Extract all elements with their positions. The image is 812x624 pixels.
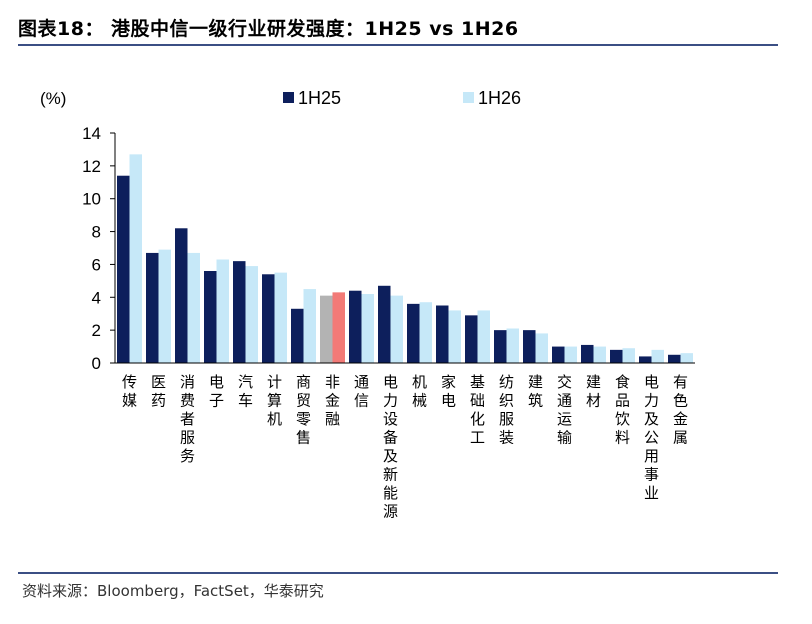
- figure-title: 图表18： 港股中信一级行业研发强度：1H25 vs 1H26: [18, 18, 519, 40]
- bar-1H26-13: [506, 328, 519, 363]
- y-tick-label: 14: [82, 124, 101, 143]
- bar-1H26-9: [390, 295, 403, 363]
- x-tick-label: 电力设备及新能源: [383, 373, 398, 521]
- bar-1H26-19: [680, 353, 693, 363]
- bar-1H26-1: [158, 249, 171, 363]
- x-tick-label: 机械: [412, 373, 427, 410]
- bar-1H26-17: [622, 348, 635, 363]
- bar-1H25-4: [233, 261, 246, 363]
- bar-1H26-2: [187, 252, 200, 363]
- bar-1H25-12: [465, 315, 478, 363]
- bar-1H25-17: [610, 349, 623, 363]
- x-tick-label: 计算机: [267, 373, 282, 428]
- x-axis: 传媒医药消费者服务电子汽车计算机商贸零售非金融通信电力设备及新能源机械家电基础化…: [115, 362, 695, 521]
- y-tick-label: 4: [92, 288, 101, 307]
- bar-1H25-1: [146, 252, 159, 363]
- bar-1H25-18: [639, 356, 652, 363]
- x-tick-label: 汽车: [238, 373, 253, 410]
- bar-1H25-19: [668, 354, 681, 363]
- y-tick-label: 0: [92, 354, 101, 373]
- x-tick-label: 建材: [586, 373, 601, 410]
- source-note: 资料来源：Bloomberg，FactSet，华泰研究: [22, 582, 324, 600]
- title-divider: [18, 44, 778, 46]
- bar-1H25-13: [494, 330, 507, 363]
- y-tick-label: 2: [92, 321, 101, 340]
- bar-1H25-0: [117, 175, 130, 363]
- y-axis-label: (%): [40, 89, 66, 108]
- bar-1H25-2: [175, 228, 188, 363]
- x-tick-label: 建筑: [528, 373, 543, 410]
- legend-swatch-1H25: [283, 92, 294, 103]
- x-tick-label: 非金融: [325, 373, 340, 428]
- bar-1H25-9: [378, 285, 391, 363]
- legend-swatch-1H26: [463, 92, 474, 103]
- legend-label-1H25: 1H25: [298, 88, 341, 108]
- bar-1H26-0: [129, 154, 142, 363]
- bars: [117, 154, 693, 363]
- bar-1H26-7: [332, 292, 345, 363]
- bar-1H26-4: [245, 266, 258, 363]
- y-tick-label: 12: [82, 157, 101, 176]
- legend-label-1H26: 1H26: [478, 88, 521, 108]
- x-tick-label: 电子: [209, 373, 224, 410]
- x-tick-label: 医药: [151, 373, 166, 410]
- bar-1H25-8: [349, 290, 362, 363]
- bar-1H26-11: [448, 310, 461, 363]
- bar-1H26-10: [419, 302, 432, 363]
- x-tick-label: 家电: [441, 373, 456, 410]
- x-tick-label: 传媒: [122, 373, 137, 410]
- x-tick-label: 交通运输: [557, 373, 572, 447]
- x-tick-label: 商贸零售: [296, 373, 311, 447]
- y-axis: 0 2 4 6 8 10 12 14: [82, 124, 116, 373]
- y-tick-label: 8: [92, 223, 101, 242]
- x-tick-label: 消费者服务: [180, 373, 195, 465]
- bar-1H26-12: [477, 310, 490, 363]
- bar-1H25-16: [581, 344, 594, 363]
- bar-1H26-6: [303, 289, 316, 363]
- bar-1H25-6: [291, 308, 304, 363]
- x-tick-label: 电力及公用事业: [644, 373, 659, 502]
- x-tick-label: 有色金属: [673, 373, 688, 447]
- bar-chart: (%) 1H25 1H26 0 2 4 6 8 10 12 14 传媒医药消费者服务电子汽车计算…: [40, 88, 695, 521]
- x-tick-label: 通信: [354, 373, 369, 410]
- bar-1H26-3: [216, 259, 229, 363]
- x-tick-label: 基础化工: [470, 373, 485, 447]
- bar-1H26-18: [651, 349, 664, 363]
- bar-1H26-16: [593, 346, 606, 363]
- x-tick-label: 食品饮料: [615, 373, 630, 447]
- bar-1H25-7: [320, 295, 333, 363]
- bar-1H25-15: [552, 346, 565, 363]
- legend: 1H25 1H26: [283, 88, 521, 108]
- bar-1H25-14: [523, 330, 536, 363]
- bar-1H26-8: [361, 294, 374, 363]
- bar-1H25-10: [407, 303, 420, 363]
- bar-1H25-11: [436, 305, 449, 363]
- footer-divider: [18, 572, 778, 574]
- y-tick-label: 6: [92, 255, 101, 274]
- bar-1H25-5: [262, 274, 275, 363]
- bar-1H26-15: [564, 346, 577, 363]
- bar-1H26-14: [535, 333, 548, 363]
- y-tick-label: 10: [82, 190, 101, 209]
- bar-1H26-5: [274, 272, 287, 363]
- x-tick-label: 纺织服装: [499, 373, 514, 447]
- bar-1H25-3: [204, 271, 217, 363]
